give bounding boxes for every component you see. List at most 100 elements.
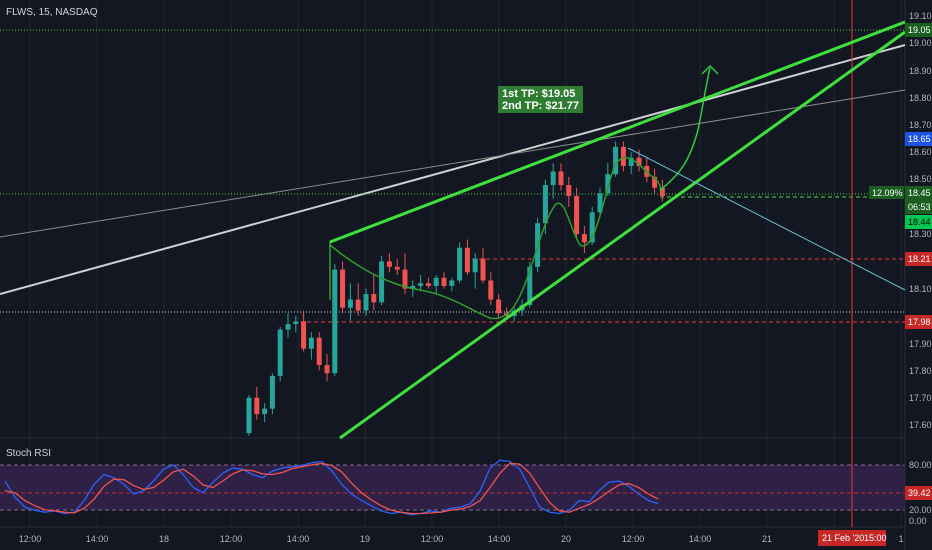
stoch-rsi-d-line xyxy=(4,462,659,515)
wedge-lower-line[interactable] xyxy=(339,30,906,440)
candle-body[interactable] xyxy=(262,408,268,415)
candle-body[interactable] xyxy=(246,397,252,434)
candle-body[interactable] xyxy=(363,294,369,311)
candle-body[interactable] xyxy=(324,365,330,374)
candle-body[interactable] xyxy=(340,269,346,308)
tp-annotation-box[interactable] xyxy=(498,86,583,113)
candle-body[interactable] xyxy=(386,261,392,267)
rsi-tick-label: 80.00 xyxy=(909,460,932,470)
projection-arrow-head xyxy=(701,64,719,75)
time-tick-label: 12:00 xyxy=(220,534,243,544)
candle-body[interactable] xyxy=(605,174,611,194)
channel-gray-line[interactable] xyxy=(0,89,906,238)
rsi-band xyxy=(0,465,905,510)
time-tick-label: 14:00 xyxy=(86,534,109,544)
moving-average-line xyxy=(329,156,662,320)
candle-body[interactable] xyxy=(574,195,580,235)
price-tick-label: 18.50 xyxy=(909,174,932,184)
candle-body[interactable] xyxy=(379,261,385,303)
time-tick-label: 12:00 xyxy=(19,534,42,544)
candle-body[interactable] xyxy=(316,337,322,366)
wedge-upper-line[interactable] xyxy=(329,20,906,244)
rsi-current-tag xyxy=(905,486,932,500)
price-label-text: 06:53 xyxy=(908,202,931,212)
candle-body[interactable] xyxy=(293,321,299,325)
candle-body[interactable] xyxy=(277,329,283,376)
projection-arrow-path xyxy=(659,67,711,191)
candle-body[interactable] xyxy=(589,212,595,243)
price-label-text: 17.98 xyxy=(908,317,931,327)
candle-body[interactable] xyxy=(254,397,260,415)
price-label-tag xyxy=(905,215,932,229)
candle-body[interactable] xyxy=(472,258,478,273)
candle-body[interactable] xyxy=(332,269,338,374)
candle-body[interactable] xyxy=(464,247,470,273)
candle-body[interactable] xyxy=(394,266,400,270)
time-tick-label: 20 xyxy=(561,534,571,544)
candle-body[interactable] xyxy=(659,187,665,196)
candle-body[interactable] xyxy=(418,283,424,286)
candle-body[interactable] xyxy=(285,324,291,330)
candle-body[interactable] xyxy=(652,176,658,188)
candle-body[interactable] xyxy=(410,285,416,289)
time-tick-label: 14:00 xyxy=(488,534,511,544)
rsi-axis: 80.00 20.000.00 xyxy=(909,460,932,526)
candle-body[interactable] xyxy=(488,280,494,300)
time-tick-label: 19 xyxy=(360,534,370,544)
price-label-tag xyxy=(905,315,932,329)
candle-body[interactable] xyxy=(441,277,447,286)
candle-body[interactable] xyxy=(355,299,361,311)
candle-body[interactable] xyxy=(597,193,603,213)
price-tick-label: 18.80 xyxy=(909,93,932,103)
cursor-date-tag xyxy=(818,530,886,546)
candle-body[interactable] xyxy=(636,157,642,166)
price-label-tag xyxy=(905,200,932,214)
candle-body[interactable] xyxy=(527,266,533,306)
candle-body[interactable] xyxy=(433,277,439,286)
time-tick-label: 12:00 xyxy=(421,534,444,544)
candle-body[interactable] xyxy=(620,146,626,166)
price-labels: 19.05 18.65 18.45 06:53 18.44 18.21 17.98 xyxy=(905,23,932,329)
candle-body[interactable] xyxy=(308,337,314,349)
candles-group[interactable] xyxy=(246,141,665,436)
candle-body[interactable] xyxy=(558,171,564,186)
price-label-text: 18.45 xyxy=(908,188,931,198)
price-tick-label: 17.90 xyxy=(909,339,932,349)
tp-line-2: 2nd TP: $21.77 xyxy=(502,100,579,112)
candle-body[interactable] xyxy=(566,185,572,196)
candle-body[interactable] xyxy=(581,234,587,243)
price-tick-label: 19.00 xyxy=(909,38,932,48)
stoch-rsi-k-line xyxy=(4,459,659,516)
channel-white-line[interactable] xyxy=(0,44,906,295)
candle-body[interactable] xyxy=(371,294,377,303)
candle-body[interactable] xyxy=(449,280,455,286)
candle-body[interactable] xyxy=(425,283,431,286)
time-tick-label: 12:00 xyxy=(622,534,645,544)
rsi-title: Stoch RSI xyxy=(6,448,51,459)
time-tick-label: 1 xyxy=(898,534,903,544)
price-axis[interactable]: 19.10 19.00 18.90 18.80 18.70 18.60 18.50 18.30… xyxy=(909,11,932,430)
tp-line-1: 1st TP: $19.05 xyxy=(502,88,575,100)
candle-body[interactable] xyxy=(550,171,556,186)
price-label-text: 18.65 xyxy=(908,134,931,144)
candle-body[interactable] xyxy=(457,247,463,281)
candle-body[interactable] xyxy=(613,146,619,175)
candle-body[interactable] xyxy=(402,269,408,289)
candle-body[interactable] xyxy=(480,258,486,281)
target-line[interactable] xyxy=(627,147,906,291)
candle-body[interactable] xyxy=(301,321,307,349)
percent-label: 12.09% xyxy=(872,188,903,198)
price-tick-label: 19.10 xyxy=(909,11,932,21)
price-tick-label: 18.10 xyxy=(909,284,932,294)
candle-body[interactable] xyxy=(542,185,548,224)
price-tick-label: 18.70 xyxy=(909,120,932,130)
rsi-tick-label: 0.00 xyxy=(909,516,927,526)
candle-body[interactable] xyxy=(496,299,502,314)
price-label-tag xyxy=(905,23,932,37)
candle-body[interactable] xyxy=(347,299,353,308)
candle-body[interactable] xyxy=(628,157,634,166)
candle-body[interactable] xyxy=(269,375,275,409)
time-tick-label: 14:00 xyxy=(689,534,712,544)
